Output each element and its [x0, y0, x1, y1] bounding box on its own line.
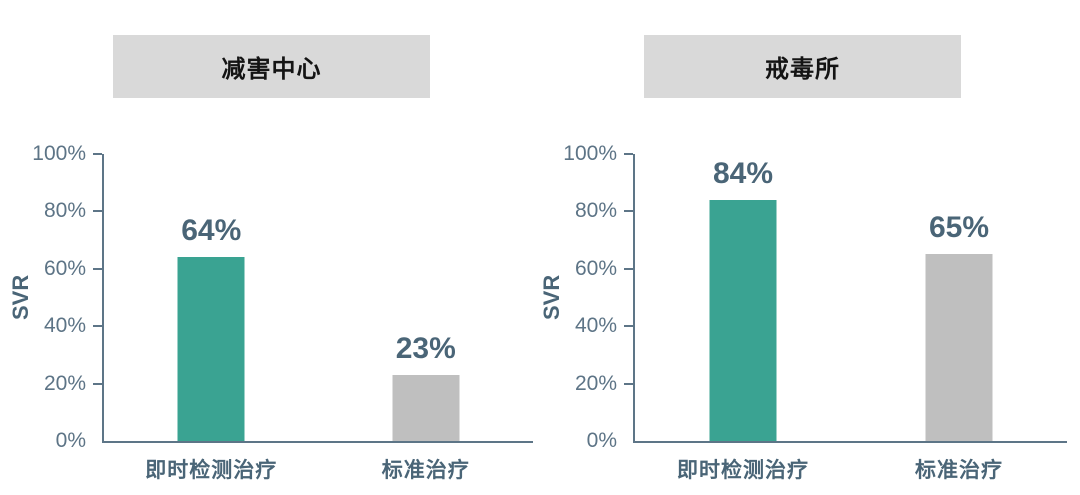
y-axis-ticks: 0% 20% 40% 60% 80% 100%	[12, 143, 102, 452]
bar-poc-testing-treatment: 64%	[177, 214, 245, 441]
y-tick-mark	[624, 153, 633, 155]
y-tick-label: 0%	[55, 429, 86, 452]
y-tick-label: 80%	[43, 199, 86, 223]
y-tick-label: 100%	[563, 142, 617, 165]
y-tick-mark	[93, 153, 102, 155]
category-label: 即时检测治疗	[677, 459, 809, 482]
y-tick-mark	[624, 267, 633, 270]
category-label: 标准治疗	[381, 459, 470, 482]
bar-poc-testing-treatment: 84%	[709, 157, 777, 441]
y-axis-title: SVR	[539, 274, 564, 321]
bar-standard-treatment: 65%	[925, 211, 993, 441]
category-label: 标准治疗	[915, 459, 1003, 482]
category-label: 即时检测治疗	[145, 459, 278, 482]
y-tick-label: 20%	[43, 371, 86, 395]
chart-title-harm-reduction-center: 减害中心	[113, 35, 430, 98]
y-tick-label: 80%	[574, 199, 617, 223]
plot-area: 64% 即时检测治疗 23% 标准治疗	[102, 154, 533, 482]
y-tick-mark	[93, 382, 102, 385]
y-tick-mark	[624, 382, 633, 385]
chart-title-drug-rehab-center: 戒毒所	[644, 35, 961, 98]
y-tick-label: 20%	[574, 371, 617, 395]
y-axis-ticks: 0% 20% 40% 60% 80% 100%	[543, 143, 633, 452]
y-tick-label: 60%	[43, 256, 86, 280]
bar-standard-treatment: 23%	[392, 332, 460, 441]
y-tick-label: 40%	[43, 314, 86, 338]
y-tick-mark	[93, 267, 102, 270]
y-tick-mark	[624, 210, 633, 213]
y-axis-title: SVR	[8, 274, 33, 321]
y-tick-label: 0%	[586, 429, 617, 452]
y-tick-mark	[624, 325, 633, 328]
y-tick-mark	[93, 325, 102, 328]
y-tick-label: 100%	[32, 142, 86, 165]
bar-value-label: 84%	[712, 156, 774, 190]
plot-area: 84% 即时检测治疗 65% 标准治疗	[633, 154, 1067, 482]
bar-value-label: 64%	[181, 214, 242, 248]
bar-value-label: 23%	[395, 332, 456, 365]
y-tick-label: 60%	[574, 256, 617, 280]
y-tick-label: 40%	[574, 314, 617, 338]
bar-value-label: 65%	[928, 211, 990, 245]
y-tick-mark	[93, 210, 102, 213]
